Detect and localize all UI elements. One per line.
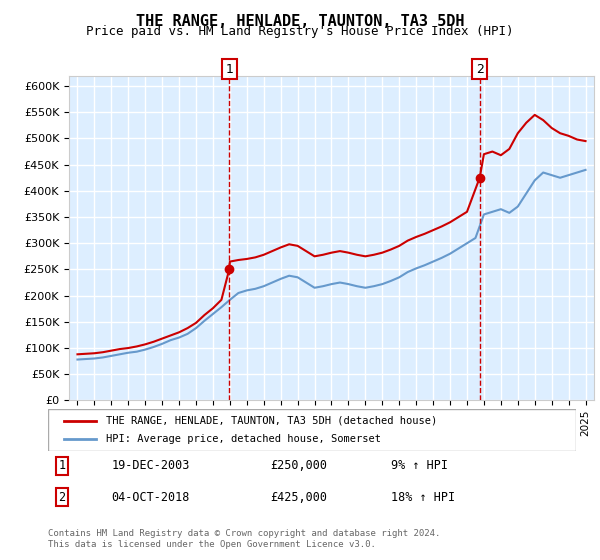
Text: 18% ↑ HPI: 18% ↑ HPI [391, 491, 455, 504]
Text: 19-DEC-2003: 19-DEC-2003 [112, 459, 190, 473]
Text: 04-OCT-2018: 04-OCT-2018 [112, 491, 190, 504]
Text: THE RANGE, HENLADE, TAUNTON, TA3 5DH (detached house): THE RANGE, HENLADE, TAUNTON, TA3 5DH (de… [106, 416, 437, 426]
Text: £250,000: £250,000 [270, 459, 327, 473]
Text: Price paid vs. HM Land Registry's House Price Index (HPI): Price paid vs. HM Land Registry's House … [86, 25, 514, 38]
Text: 1: 1 [225, 63, 233, 76]
Text: 9% ↑ HPI: 9% ↑ HPI [391, 459, 448, 473]
Text: 2: 2 [59, 491, 65, 504]
Text: 1: 1 [59, 459, 65, 473]
Text: £425,000: £425,000 [270, 491, 327, 504]
Text: Contains HM Land Registry data © Crown copyright and database right 2024.
This d: Contains HM Land Registry data © Crown c… [48, 529, 440, 549]
FancyBboxPatch shape [48, 409, 576, 451]
Text: HPI: Average price, detached house, Somerset: HPI: Average price, detached house, Some… [106, 434, 381, 444]
Text: THE RANGE, HENLADE, TAUNTON, TA3 5DH: THE RANGE, HENLADE, TAUNTON, TA3 5DH [136, 14, 464, 29]
Text: 2: 2 [476, 63, 484, 76]
